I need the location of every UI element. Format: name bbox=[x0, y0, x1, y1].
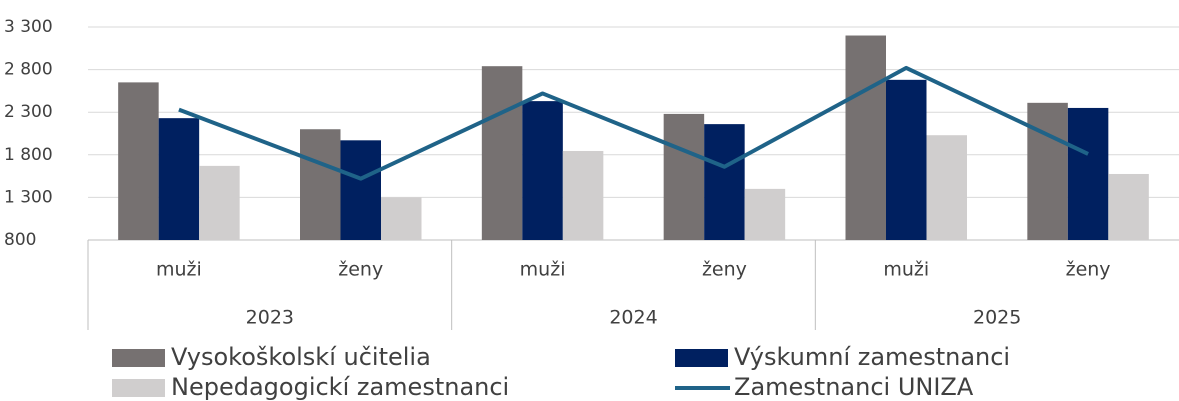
bar bbox=[118, 82, 159, 240]
bar bbox=[481, 66, 523, 240]
legend-label: Vysokoškolskí učitelia bbox=[171, 343, 431, 371]
bar bbox=[340, 140, 381, 240]
x-tick-label: ženy bbox=[702, 259, 747, 281]
bar bbox=[199, 165, 240, 240]
bar bbox=[704, 124, 745, 240]
legend-label: Výskumní zamestnanci bbox=[734, 343, 1010, 371]
bar bbox=[926, 135, 967, 240]
bar bbox=[522, 101, 563, 241]
bar bbox=[1027, 102, 1068, 240]
x-tick-label: muži bbox=[520, 259, 566, 281]
y-tick-label: 1 300 bbox=[4, 187, 53, 207]
bar bbox=[663, 113, 705, 240]
legend-swatch bbox=[112, 379, 165, 397]
bar bbox=[845, 35, 886, 240]
bar bbox=[744, 188, 786, 240]
bar bbox=[886, 79, 927, 240]
legend-swatch bbox=[675, 349, 728, 367]
legend-swatch bbox=[112, 349, 165, 367]
line bbox=[178, 65, 1089, 181]
x-tick-label: muži bbox=[883, 259, 929, 281]
group-label: 2024 bbox=[609, 307, 657, 329]
x-tick-label: muži bbox=[156, 259, 202, 281]
bar bbox=[158, 118, 200, 240]
bar bbox=[1067, 107, 1109, 240]
group-label: 2023 bbox=[246, 307, 294, 329]
y-tick-label: 3 300 bbox=[4, 17, 53, 37]
group-label: 2025 bbox=[973, 307, 1021, 329]
y-tick-label: 2 300 bbox=[4, 102, 53, 122]
bar bbox=[300, 129, 341, 240]
y-tick-label: 2 800 bbox=[4, 60, 53, 80]
bar bbox=[1108, 173, 1149, 240]
x-tick-label: ženy bbox=[338, 259, 383, 281]
bar bbox=[562, 150, 604, 240]
legend-label: Nepedagogickí zamestnanci bbox=[171, 373, 509, 401]
legend-label: Zamestnanci UNIZA bbox=[734, 373, 974, 401]
y-tick-label: 800 bbox=[4, 230, 36, 250]
y-tick-label: 1 800 bbox=[4, 145, 53, 165]
bar bbox=[381, 197, 422, 240]
x-tick-label: ženy bbox=[1066, 259, 1111, 281]
